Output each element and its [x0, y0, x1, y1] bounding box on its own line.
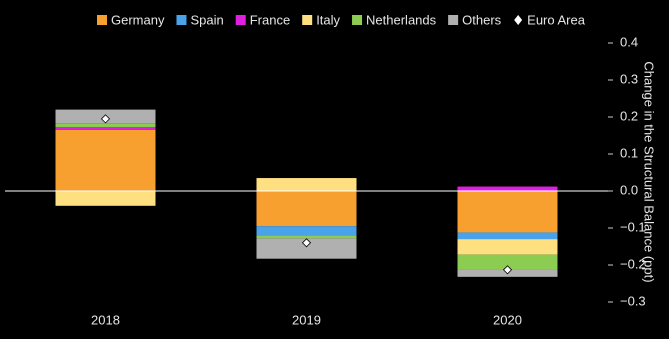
y-tick-label: 0.0 [620, 182, 638, 197]
legend-label: Euro Area [527, 12, 586, 27]
marker [301, 238, 312, 248]
legend-marker [97, 15, 107, 25]
legend-marker [448, 15, 459, 25]
bar-segment [256, 226, 357, 236]
legend-label: Germany [111, 12, 165, 27]
bar-segment [457, 254, 558, 270]
legend-label: Netherlands [366, 12, 437, 27]
marker [502, 265, 513, 275]
bar-segment [457, 191, 558, 233]
y-tick-label: 0.1 [620, 145, 638, 160]
y-tick-label: 0.2 [620, 108, 638, 123]
bar-segment [457, 239, 558, 255]
x-tick-label: 2020 [493, 312, 522, 327]
legend-marker [176, 15, 187, 25]
y-axis-label: Change in the Structural Balance (ppt) [642, 61, 657, 282]
legend-label: Spain [190, 12, 223, 27]
y-tick-label: −0.2 [620, 256, 646, 271]
legend-marker [514, 15, 523, 25]
y-tick-label: −0.1 [620, 219, 646, 234]
y-tick-label: 0.4 [620, 34, 638, 49]
bar-segment [457, 186, 558, 191]
legend-marker [352, 15, 363, 25]
bar-segment [256, 238, 357, 259]
bar-segment [55, 191, 156, 206]
legend-label: Italy [316, 12, 340, 27]
legend-label: France [250, 12, 290, 27]
y-tick-label: −0.3 [620, 293, 646, 308]
bar-segment [457, 232, 558, 240]
legend-label: Others [462, 12, 502, 27]
bar-segment [256, 235, 357, 239]
marker [100, 114, 111, 124]
bar-segment [55, 129, 156, 191]
y-tick-label: 0.3 [620, 71, 638, 86]
bar-segment [55, 126, 156, 130]
legend-marker [235, 15, 246, 25]
x-tick-label: 2018 [91, 312, 120, 327]
bar-segment [256, 178, 357, 191]
legend-marker [302, 15, 313, 25]
bar-segment [55, 123, 156, 127]
bar-segment [256, 191, 357, 227]
x-tick-label: 2019 [292, 312, 321, 327]
